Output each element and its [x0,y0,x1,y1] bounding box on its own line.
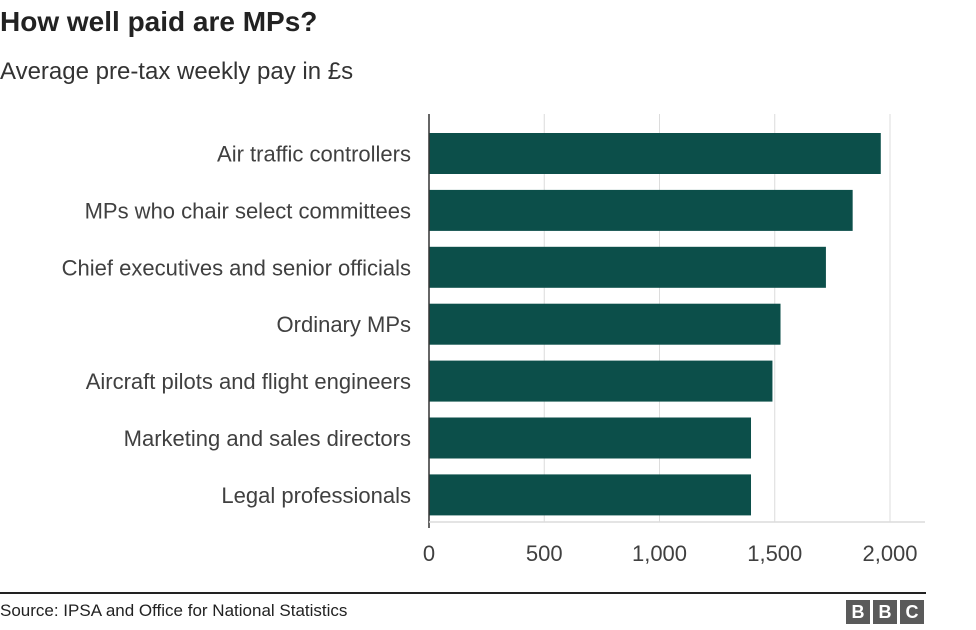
bar [429,474,752,516]
chart-subtitle: Average pre-tax weekly pay in £s [0,58,354,85]
category-label: Aircraft pilots and flight engineers [86,369,411,394]
bar [429,303,781,345]
x-tick-label: 0 [423,541,435,566]
x-axis [428,114,925,528]
category-labels: Air traffic controllers MPs who chair sel… [62,142,411,508]
bar [429,246,826,288]
bar-chart: Air traffic controllers MPs who chair sel… [62,114,925,566]
logo-letter: B [846,600,870,624]
chart-title: How well paid are MPs? [0,6,318,37]
logo-letter: B [873,600,897,624]
x-tick-label: 500 [526,541,563,566]
x-tick-label: 1,000 [632,541,687,566]
bars [429,133,881,516]
category-label: MPs who chair select committees [85,198,411,223]
footer-divider [0,592,926,594]
category-label: Air traffic controllers [217,142,411,167]
x-tick-label: 2,000 [862,541,917,566]
category-label: Ordinary MPs [277,312,411,337]
category-label: Legal professionals [221,483,411,508]
logo-letter: C [900,600,924,624]
x-tick-label: 1,500 [747,541,802,566]
category-label: Marketing and sales directors [124,426,411,451]
x-tick-labels: 0 500 1,000 1,500 2,000 [423,541,918,566]
bar [429,189,853,231]
bar [429,133,881,174]
source-note: Source: IPSA and Office for National Sta… [0,601,348,620]
category-label: Chief executives and senior officials [62,255,411,280]
bar [429,417,752,459]
bar [429,360,773,402]
bbc-logo: B B C [846,600,924,624]
